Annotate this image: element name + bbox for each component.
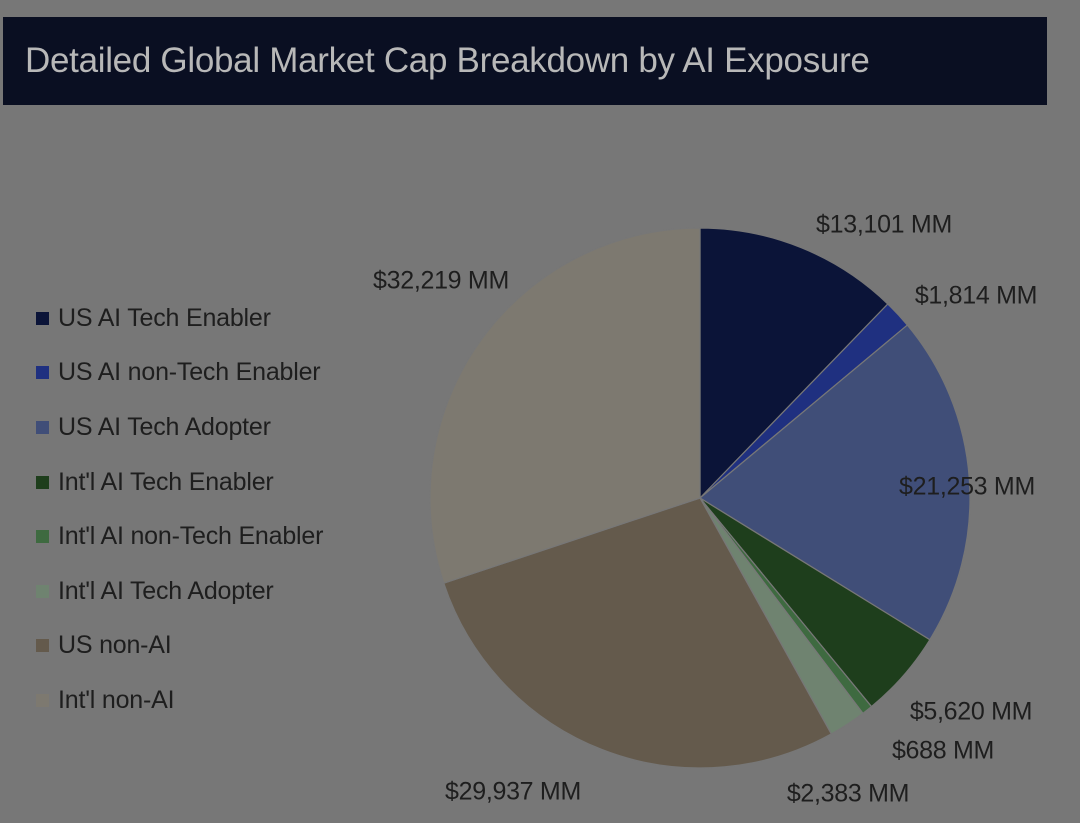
legend-swatch [36, 693, 49, 707]
slice-data-label: $21,253 MM [899, 473, 1035, 501]
legend-label: Int'l AI Tech Enabler [58, 467, 274, 496]
chart-legend: US AI Tech Enabler US AI non-Tech Enabler… [36, 291, 376, 728]
chart-title: Detailed Global Market Cap Breakdown by … [25, 41, 870, 80]
pie-slice [429, 227, 701, 584]
legend-swatch [36, 420, 49, 434]
legend-item: Int'l AI Tech Enabler [36, 455, 376, 510]
legend-item: US non-AI [36, 619, 376, 674]
legend-swatch [36, 475, 49, 489]
pie-slice [443, 497, 833, 769]
slice-data-label: $32,219 MM [373, 267, 509, 295]
slice-data-label: $1,814 MM [915, 282, 1037, 310]
legend-swatch [36, 639, 49, 653]
legend-swatch [36, 366, 49, 380]
legend-item: US AI Tech Adopter [36, 400, 376, 455]
legend-item: US AI Tech Enabler [36, 291, 376, 346]
slice-data-label: $13,101 MM [816, 211, 952, 239]
slice-data-label: $2,383 MM [787, 780, 909, 808]
legend-item: Int'l AI non-Tech Enabler [36, 509, 376, 564]
legend-swatch [36, 584, 49, 598]
slice-data-label: $5,620 MM [910, 698, 1032, 726]
legend-swatch [36, 311, 49, 325]
legend-item: Int'l AI Tech Adopter [36, 564, 376, 619]
legend-label: US AI non-Tech Enabler [58, 358, 321, 387]
legend-swatch [36, 530, 49, 544]
legend-item: US AI non-Tech Enabler [36, 346, 376, 401]
legend-label: Int'l AI non-Tech Enabler [58, 522, 324, 551]
title-bar: Detailed Global Market Cap Breakdown by … [3, 17, 1047, 105]
legend-label: US AI Tech Enabler [58, 303, 271, 332]
pie-slice [699, 227, 889, 500]
legend-label: Int'l non-AI [58, 685, 175, 714]
legend-item: Int'l non-AI [36, 673, 376, 728]
legend-label: US AI Tech Adopter [58, 412, 271, 441]
slice-data-label: $688 MM [892, 737, 994, 765]
slice-data-label: $29,937 MM [445, 778, 581, 806]
legend-label: Int'l AI Tech Adopter [58, 576, 274, 605]
legend-label: US non-AI [58, 631, 172, 660]
pie-slice [698, 324, 971, 641]
